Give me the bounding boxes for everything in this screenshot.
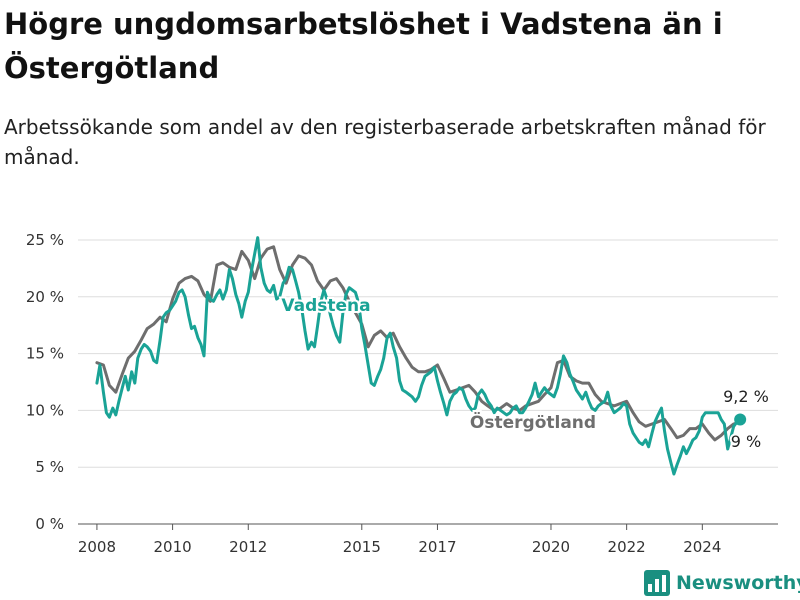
y-tick-label: 5 % (35, 458, 64, 476)
y-tick-label: 15 % (26, 345, 64, 363)
chart-title: Högre ungdomsarbetslöshet i Vadstena än … (4, 7, 723, 85)
x-tick-label: 2008 (78, 538, 116, 556)
end-label-vadstena: 9,2 % (723, 387, 769, 406)
y-tick-label: 20 % (26, 288, 64, 306)
x-tick-label: 2020 (532, 538, 570, 556)
series-line-vadstena (95, 236, 742, 476)
y-tick-label: 0 % (35, 515, 64, 533)
x-tick-label: 2022 (608, 538, 646, 556)
series-label-vadstena: Vadstena (281, 296, 370, 316)
end-label-ostergotland: 9 % (731, 432, 761, 451)
x-axis: 2008 2010 2012 2015 2017 2020 2022 2024 (78, 524, 721, 556)
newsworthy-logo[interactable]: Newsworthy (644, 568, 800, 598)
series-label-ostergotland: Östergötland (470, 411, 596, 433)
series-line--sterg-tland (95, 245, 742, 442)
bar-chart-logo-icon (644, 570, 670, 596)
chart-subtitle: Arbetssökande som andel av den registerb… (4, 115, 766, 169)
x-tick-label: 2024 (683, 538, 721, 556)
y-tick-label: 25 % (26, 231, 64, 249)
x-tick-label: 2017 (418, 538, 456, 556)
grid: 0 % 5 % 10 % 15 % 20 % 25 % (26, 231, 778, 533)
series-lines (95, 236, 747, 476)
series-labels: Vadstena Östergötland 9,2 % 9 % (279, 294, 770, 453)
y-tick-label: 10 % (26, 401, 64, 419)
x-tick-label: 2010 (154, 538, 192, 556)
brand-name: Newsworthy (676, 572, 800, 594)
last-point-marker (734, 413, 747, 426)
x-tick-label: 2015 (343, 538, 381, 556)
x-tick-label: 2012 (229, 538, 267, 556)
